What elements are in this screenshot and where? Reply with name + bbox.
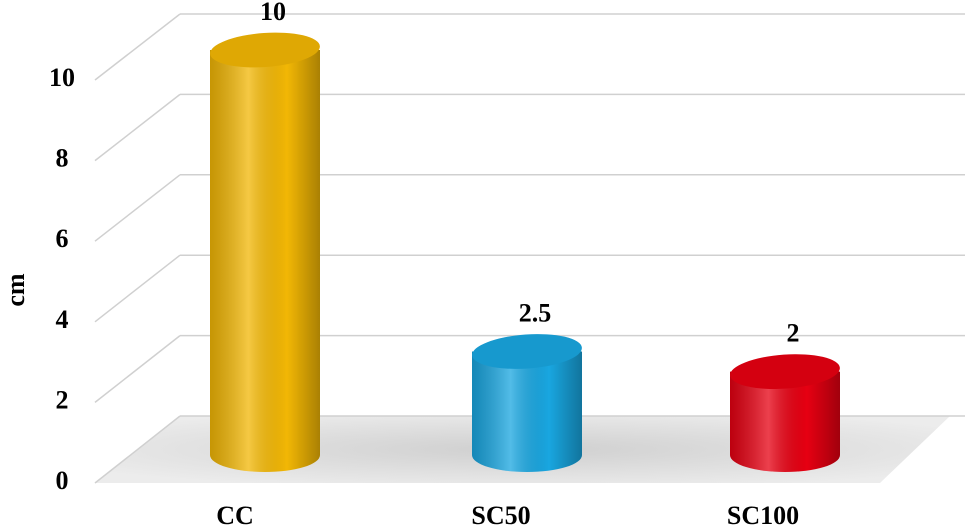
x-tick-label: SC100 bbox=[727, 501, 799, 530]
bar-top bbox=[730, 354, 840, 389]
value-label: 2.5 bbox=[519, 298, 552, 327]
bar-shading bbox=[210, 50, 320, 472]
y-tick-label: 4 bbox=[56, 305, 69, 334]
bar-shading bbox=[472, 351, 582, 472]
y-tick-label: 2 bbox=[56, 385, 69, 414]
y-tick-label: 6 bbox=[56, 224, 69, 253]
grid-line bbox=[94, 93, 181, 162]
bar-top bbox=[472, 334, 582, 369]
bar-top bbox=[210, 32, 320, 68]
bar-top-shade bbox=[472, 334, 582, 369]
y-tick-label: 0 bbox=[56, 466, 69, 495]
y-axis-label: cm bbox=[1, 273, 30, 307]
value-label: 2 bbox=[787, 319, 800, 348]
y-tick-label: 8 bbox=[56, 144, 69, 173]
y-tick-label: 10 bbox=[49, 63, 75, 92]
grid-line bbox=[94, 335, 181, 403]
grid-line bbox=[94, 13, 181, 81]
x-tick-label: SC50 bbox=[471, 501, 530, 530]
x-tick-label: CC bbox=[216, 501, 254, 530]
grid-line bbox=[94, 254, 181, 323]
bar-top-shade bbox=[210, 32, 320, 68]
grid-line bbox=[94, 415, 181, 484]
grid-line bbox=[94, 174, 181, 242]
value-label: 10 bbox=[260, 0, 286, 26]
bar-shading bbox=[730, 371, 840, 472]
bar-top-shade bbox=[730, 354, 840, 389]
